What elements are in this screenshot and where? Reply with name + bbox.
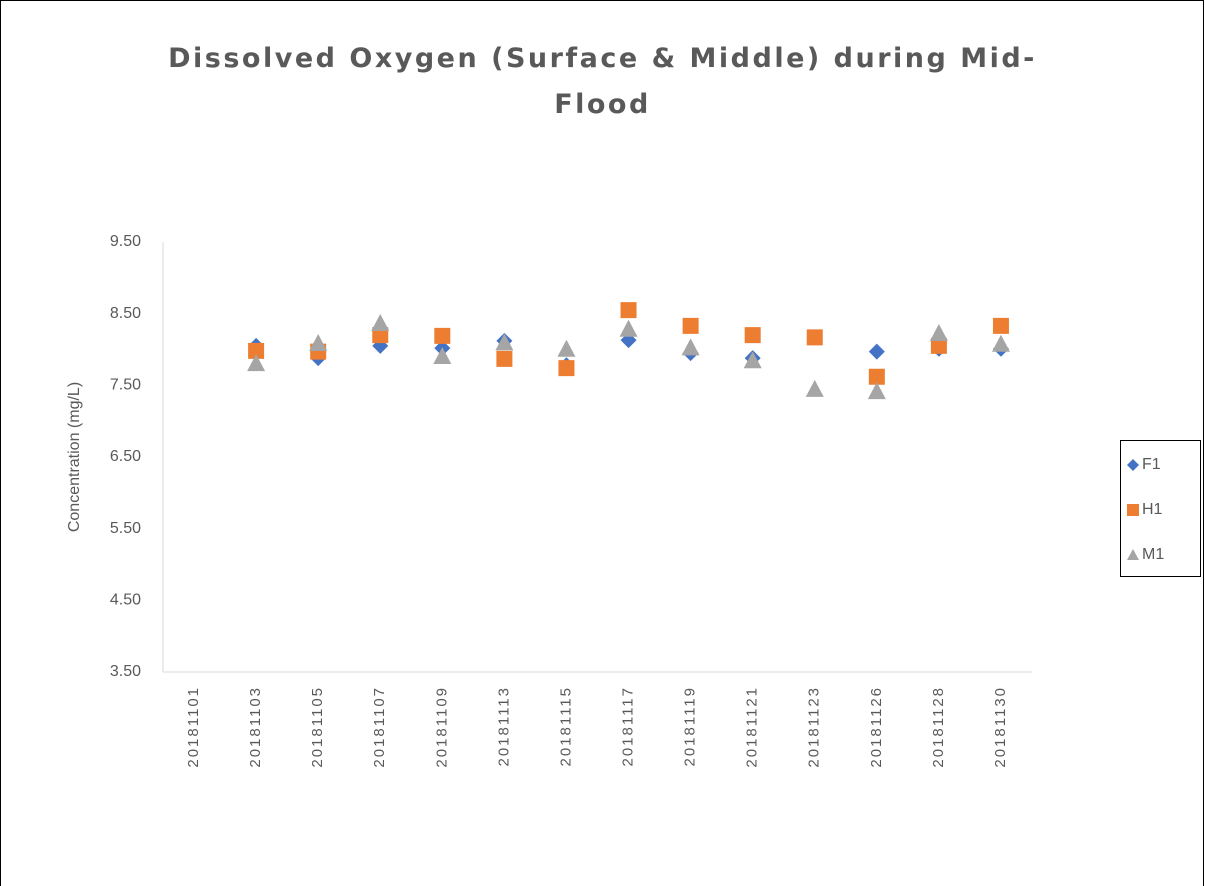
legend-marker xyxy=(1127,549,1139,560)
legend-label: F1 xyxy=(1142,456,1161,473)
marker xyxy=(248,342,265,359)
marker xyxy=(371,313,390,331)
legend-label: H1 xyxy=(1142,501,1163,518)
marker xyxy=(433,346,452,364)
x-tick-label: 20181123 xyxy=(806,686,823,768)
x-tick-label: 20181126 xyxy=(868,686,885,768)
x-tick-label: 20181105 xyxy=(309,686,326,768)
marker xyxy=(868,368,885,385)
marker xyxy=(620,302,637,319)
y-tick-label: 4.50 xyxy=(110,592,141,609)
marker xyxy=(682,317,699,334)
x-tick-label: 20181115 xyxy=(557,686,574,767)
x-tick-label: 20181101 xyxy=(185,686,202,768)
marker xyxy=(929,324,948,342)
marker xyxy=(867,382,886,400)
marker xyxy=(806,329,823,346)
y-axis-title: Concentration (mg/L) xyxy=(66,382,83,532)
marker xyxy=(372,327,389,344)
chart-title: Dissolved Oxygen (Surface & Middle) duri… xyxy=(168,43,1037,120)
x-tick-label: 20181121 xyxy=(744,686,761,768)
y-tick-label: 9.50 xyxy=(110,233,141,250)
x-tick-label: 20181107 xyxy=(371,686,388,768)
y-tick-label: 7.50 xyxy=(110,377,141,394)
marker xyxy=(495,333,514,351)
x-tick-label: 20181113 xyxy=(495,686,512,767)
marker xyxy=(558,360,575,377)
y-tick-label: 5.50 xyxy=(110,520,141,537)
y-tick-label: 8.50 xyxy=(110,305,141,322)
marker xyxy=(309,334,328,352)
x-tick-label: 20181128 xyxy=(930,686,947,768)
legend-marker xyxy=(1127,459,1139,471)
x-tick-label: 20181109 xyxy=(433,686,450,768)
marker xyxy=(619,319,638,337)
marker xyxy=(744,327,761,344)
marker xyxy=(992,317,1009,334)
marker xyxy=(805,379,824,397)
x-tick-label: 20181130 xyxy=(992,686,1009,768)
x-tick-label: 20181117 xyxy=(620,686,637,767)
marker xyxy=(496,350,513,367)
x-tick-label: 20181103 xyxy=(247,686,264,768)
marker xyxy=(991,334,1010,352)
x-tick-label: 20181119 xyxy=(682,686,699,767)
marker xyxy=(868,343,885,360)
marker xyxy=(247,354,266,372)
y-tick-label: 6.50 xyxy=(110,448,141,465)
marker xyxy=(743,351,762,369)
legend-marker xyxy=(1127,504,1139,516)
marker xyxy=(930,337,947,354)
marker xyxy=(557,339,576,357)
marker xyxy=(681,338,700,356)
legend-label: M1 xyxy=(1142,546,1164,563)
marker xyxy=(434,327,451,344)
y-tick-label: 3.50 xyxy=(110,663,141,680)
